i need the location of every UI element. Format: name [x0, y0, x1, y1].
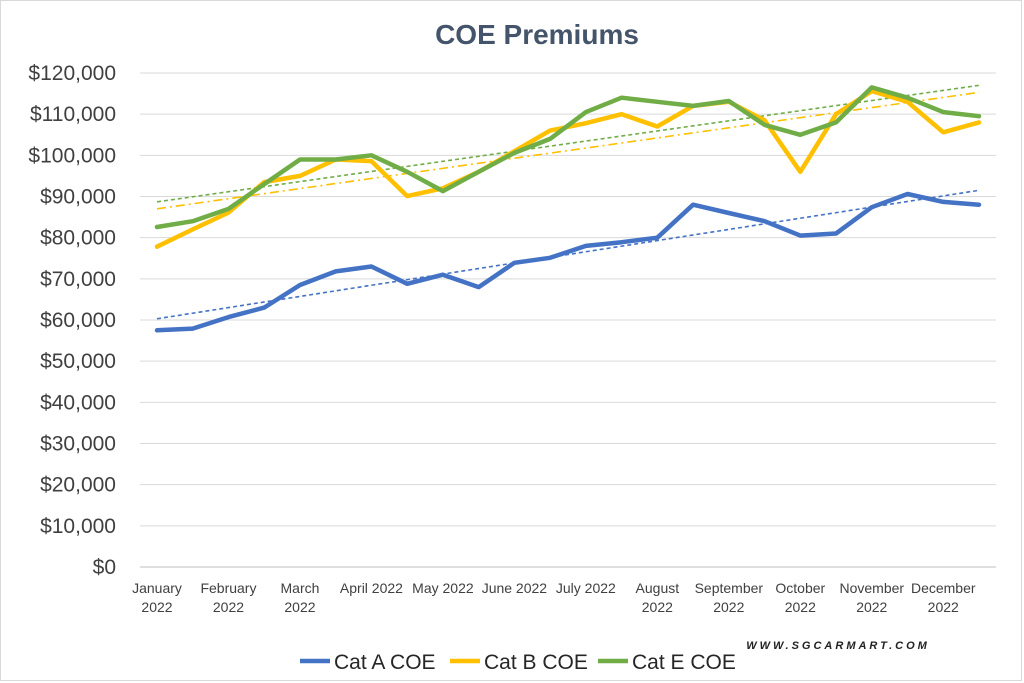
x-tick-label: August	[636, 580, 680, 596]
x-tick-label-line2: 2022	[856, 599, 887, 615]
x-tick-label: September	[695, 580, 764, 596]
x-tick-label: December	[911, 580, 976, 596]
series-lines	[154, 85, 982, 333]
trendline-2	[156, 91, 980, 210]
y-tick-label: $70,000	[40, 268, 116, 291]
y-tick-label: $110,000	[30, 103, 116, 126]
y-axis-ticks: $0 $10,000 $20,000 $30,000 $40,000 $50,000 $60…	[28, 62, 116, 579]
x-tick-label-line2: 2022	[284, 599, 315, 615]
trendline-1	[156, 189, 980, 320]
legend-label: Cat A COE	[334, 651, 436, 674]
y-tick-label: $60,000	[40, 309, 116, 332]
x-axis-ticks: January 2022 February 2022 March 2022 April 20…	[132, 580, 976, 615]
x-tick-label-line2: 2022	[713, 599, 744, 615]
x-tick-label: January	[132, 580, 182, 596]
x-tick-label-line2: 2022	[213, 599, 244, 615]
x-tick-label-line2: 2022	[642, 599, 673, 615]
y-tick-label: $0	[93, 556, 116, 579]
series-line-1	[154, 191, 982, 333]
x-tick-label: June 2022	[482, 580, 548, 596]
y-tick-label: $30,000	[40, 433, 116, 456]
y-tick-label: $10,000	[40, 515, 116, 538]
x-tick-label-line2: 2022	[928, 599, 959, 615]
y-tick-label: $50,000	[40, 350, 116, 373]
x-tick-label-line2: 2022	[785, 599, 816, 615]
gridlines	[140, 72, 996, 568]
y-tick-label: $40,000	[40, 391, 116, 414]
chart-title: COE Premiums	[435, 19, 639, 50]
x-tick-label: October	[775, 580, 825, 596]
y-tick-label: $100,000	[28, 144, 116, 167]
series-line-3	[154, 85, 982, 230]
legend-label: Cat E COE	[632, 651, 736, 674]
trendlines	[156, 84, 980, 320]
legend: Cat A COE Cat B COE Cat E COE	[300, 651, 736, 674]
x-tick-label: May 2022	[412, 580, 474, 596]
y-tick-label: $20,000	[40, 474, 116, 497]
x-tick-label: July 2022	[556, 580, 616, 596]
x-tick-label: March	[281, 580, 320, 596]
x-tick-label-line2: 2022	[141, 599, 172, 615]
x-tick-label: November	[839, 580, 904, 596]
y-tick-label: $80,000	[40, 227, 116, 250]
watermark-text: WWW.SGCARMART.COM	[746, 640, 930, 652]
x-tick-label: February	[200, 580, 256, 596]
legend-label: Cat B COE	[484, 651, 588, 674]
y-tick-label: $120,000	[28, 62, 116, 85]
trendline-3	[156, 84, 980, 203]
y-tick-label: $90,000	[40, 186, 116, 209]
x-tick-label: April 2022	[340, 580, 403, 596]
